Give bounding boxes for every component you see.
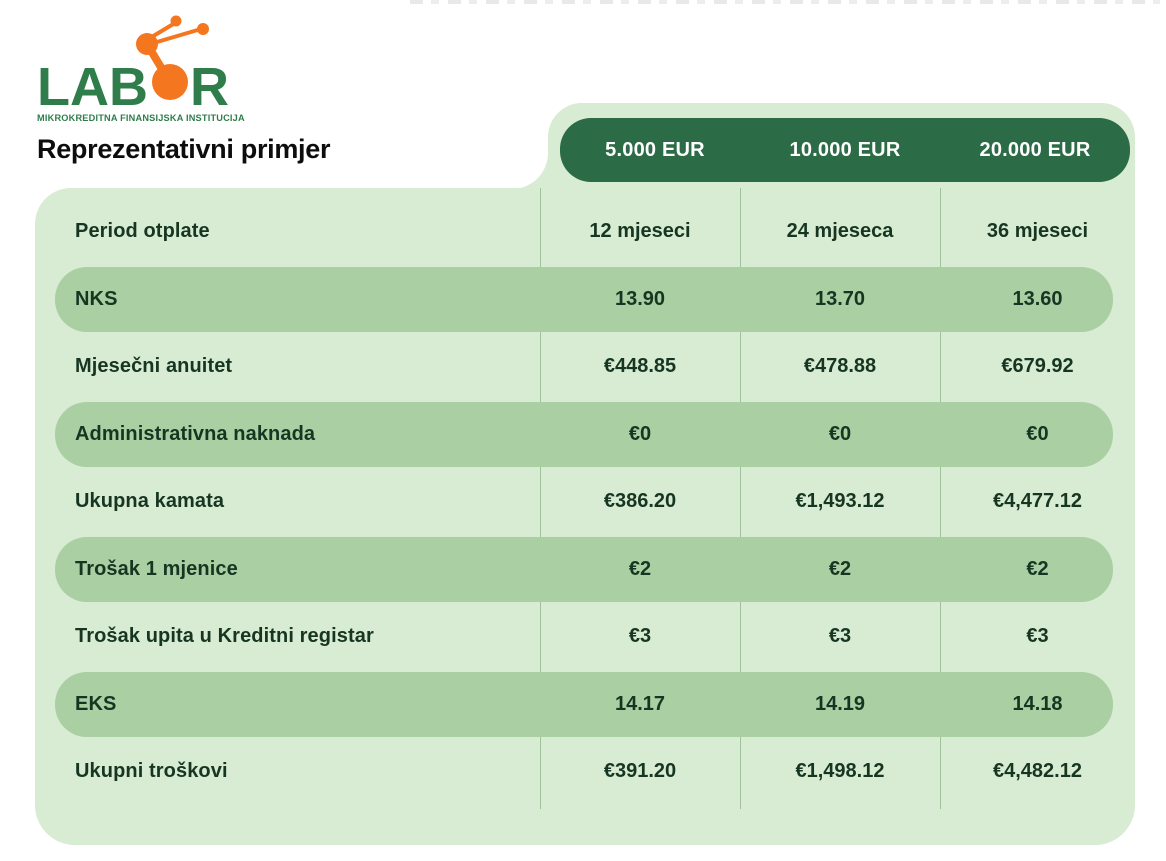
card-concave-corner <box>512 153 548 189</box>
table-row: Trošak 1 mjenice €2 €2 €2 <box>35 536 1135 604</box>
row-value: €0 <box>1026 422 1049 445</box>
table-row: NKS 13.90 13.70 13.60 <box>35 266 1135 334</box>
amount-header-cell: 5.000 EUR <box>605 138 705 161</box>
row-value: €679.92 <box>1001 355 1074 378</box>
logo-wordmark-right: R <box>190 57 229 117</box>
row-value: 14.18 <box>1012 692 1063 715</box>
row-value: €0 <box>628 422 652 445</box>
row-value: €448.85 <box>603 355 677 378</box>
row-value: €3 <box>628 625 652 648</box>
row-value: 24 mjeseca <box>786 220 894 243</box>
table-row: Administrativna naknada €0 €0 €0 <box>35 401 1135 469</box>
table-row: EKS 14.17 14.19 14.18 <box>35 671 1135 739</box>
row-value: 13.70 <box>814 287 866 310</box>
row-value: 14.17 <box>614 692 666 715</box>
row-value: 12 mjeseci <box>589 220 691 243</box>
row-value: 13.90 <box>614 287 666 310</box>
row-value: €4,477.12 <box>993 490 1082 513</box>
column-divider <box>540 188 541 809</box>
row-value: €2 <box>1026 557 1049 580</box>
row-label: Mjesečni anuitet <box>75 355 233 378</box>
table-row: Ukupna kamata €386.20 €1,493.12 €4,477.1… <box>35 468 1135 536</box>
row-label: NKS <box>75 287 118 310</box>
row-label: Trošak 1 mjenice <box>75 557 238 580</box>
logo-wordmark-left: LAB <box>37 57 148 117</box>
table-body: Period otplate 12 mjeseci 24 mjeseca 36 … <box>35 198 1135 806</box>
amount-header-cell: 10.000 EUR <box>789 138 901 161</box>
row-value: €3 <box>828 625 852 648</box>
row-value: €1,493.12 <box>795 490 885 513</box>
row-value: €2 <box>828 557 852 580</box>
top-edge-artifact <box>410 0 1160 4</box>
labor-logo: LAB R MIKROKREDITNA FINANSIJSKA INSTITUC… <box>37 15 245 123</box>
row-value: €4,482.12 <box>993 760 1082 783</box>
row-value: €2 <box>628 557 652 580</box>
table-row: Mjesečni anuitet €448.85 €478.88 €679.92 <box>35 333 1135 401</box>
molecule-icon <box>136 15 209 100</box>
row-label: Ukupna kamata <box>75 490 225 513</box>
row-label: Administrativna naknada <box>75 422 316 445</box>
row-label: EKS <box>75 692 117 715</box>
pricing-card: 5.000 EUR 10.000 EUR 20.000 EUR Period o… <box>35 103 1135 845</box>
table-row: Ukupni troškovi €391.20 €1,498.12 €4,482… <box>35 738 1135 806</box>
row-value: €386.20 <box>603 490 677 513</box>
row-value: 36 mjeseci <box>986 220 1089 243</box>
table-row: Period otplate 12 mjeseci 24 mjeseca 36 … <box>35 198 1135 266</box>
amount-header-pill: 5.000 EUR 10.000 EUR 20.000 EUR <box>560 118 1130 182</box>
row-label: Trošak upita u Kreditni registar <box>75 625 374 648</box>
column-divider <box>940 188 941 809</box>
row-value: 13.60 <box>1012 287 1063 310</box>
column-divider <box>740 188 741 809</box>
row-value: €3 <box>1026 625 1049 648</box>
row-value: €478.88 <box>803 355 877 378</box>
row-value: €391.20 <box>603 760 677 783</box>
row-value: 14.19 <box>814 692 866 715</box>
amount-header-cell: 20.000 EUR <box>979 138 1091 161</box>
row-value: €1,498.12 <box>795 760 885 783</box>
row-label: Period otplate <box>75 220 210 243</box>
table-row: Trošak upita u Kreditni registar €3 €3 €… <box>35 603 1135 671</box>
row-value: €0 <box>828 422 852 445</box>
row-label: Ukupni troškovi <box>75 760 228 783</box>
logo-wordmark: LAB R <box>37 57 229 117</box>
page-title: Reprezentativni primjer <box>37 134 331 164</box>
logo-tagline: MIKROKREDITNA FINANSIJSKA INSTITUCIJA <box>37 113 245 123</box>
